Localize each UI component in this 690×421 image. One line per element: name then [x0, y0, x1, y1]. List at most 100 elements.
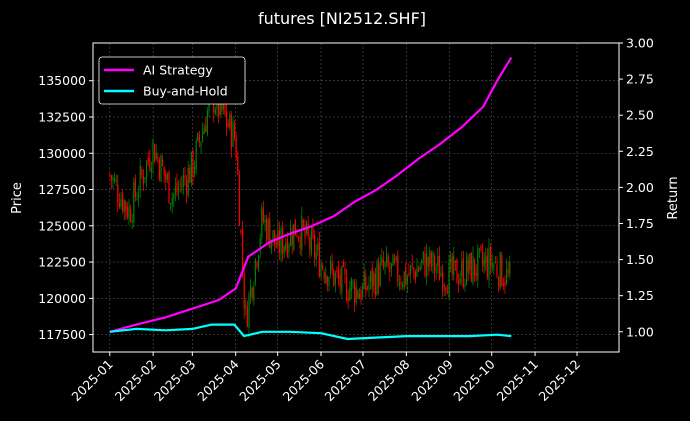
candle-body [238, 174, 240, 227]
candle-body [160, 155, 162, 182]
candle-body [280, 229, 282, 254]
candle-body [429, 250, 431, 264]
candle-body [110, 175, 112, 181]
candle-body [464, 284, 466, 287]
y-right-tick-label: 3.00 [626, 36, 654, 51]
x-tick-label: 2025-01 [68, 357, 116, 405]
candle-body [133, 181, 135, 223]
candle-body [168, 171, 170, 203]
candle-body [182, 175, 184, 187]
candle-body [344, 268, 346, 275]
candle-body [467, 259, 469, 273]
candle-body [145, 160, 148, 178]
candle-body [355, 286, 357, 303]
candle-body [155, 152, 157, 160]
candle-body [504, 281, 506, 287]
candle-body [441, 272, 444, 291]
candle-body [494, 262, 496, 264]
candle-body [113, 177, 116, 182]
candle-body [317, 244, 319, 251]
candle-body [161, 158, 164, 166]
candle-body [488, 247, 490, 280]
y-right-tick-label: 2.75 [626, 72, 654, 87]
y-axis-left-label: Price [10, 182, 25, 214]
y-left-tick-label: 127500 [38, 182, 86, 197]
candle-body [501, 255, 503, 287]
x-tick-label: 2025-05 [236, 357, 284, 405]
candle-body [398, 282, 400, 286]
candle-body [121, 194, 124, 212]
candle-body [123, 199, 125, 213]
candle-body [229, 113, 231, 129]
candle-body [245, 305, 247, 307]
legend-box [98, 56, 246, 105]
candle-body [147, 157, 149, 162]
candle-body [171, 197, 173, 205]
candle-body [390, 263, 392, 269]
candle-body [414, 271, 416, 281]
candle-body [387, 256, 389, 267]
candle-body [262, 208, 264, 222]
candle-body [185, 179, 188, 194]
candle-body [117, 184, 119, 203]
candle-body [291, 232, 293, 246]
candle-body [457, 281, 460, 286]
y-axis-right: 1.00 1.25 1.50 1.75 2.00 2.25 2.50 2.75 3.00 [619, 36, 654, 339]
candle-body [445, 287, 447, 291]
y-right-tick-label: 1.00 [626, 324, 654, 339]
plot-frame [92, 42, 620, 353]
series-lines [109, 56, 513, 341]
candle-body [430, 252, 432, 267]
candle-body [326, 276, 328, 286]
candle-body [409, 265, 412, 274]
candle-body [331, 262, 333, 270]
candle-body [440, 272, 442, 277]
candle-body [365, 275, 367, 292]
candle-body [393, 258, 396, 262]
candle-body [179, 183, 181, 185]
candle-body [286, 238, 288, 256]
candle-body [363, 271, 365, 289]
candle-body [472, 256, 474, 284]
candle-body [337, 269, 340, 279]
y-right-tick-label: 2.25 [626, 144, 654, 159]
candle-body [424, 253, 426, 277]
candle-body [177, 188, 180, 191]
y-left-tick-label: 130000 [38, 146, 86, 161]
candle-body [507, 271, 509, 273]
candle-body [254, 259, 256, 283]
candle-body [289, 228, 292, 246]
candle-body [443, 284, 445, 287]
candle-body [200, 142, 202, 147]
candle-body [486, 256, 488, 278]
candle-body [139, 165, 141, 192]
candle-body [203, 127, 205, 134]
candle-body [384, 262, 386, 267]
candles [109, 76, 511, 338]
candle-body [246, 306, 248, 327]
chart-title: futures [NI2512.SHF] [258, 9, 426, 28]
grid [93, 43, 619, 352]
candle-body [115, 180, 117, 182]
candle-body [408, 272, 410, 276]
candle-body [462, 258, 464, 287]
candle-body [301, 215, 303, 250]
candle-body [253, 286, 255, 301]
y-axis-right-label: Return [666, 176, 681, 219]
candle-body [131, 220, 133, 223]
candle-body [153, 144, 156, 163]
y-left-tick-label: 125000 [38, 218, 86, 233]
y-left-tick-label: 117500 [38, 327, 86, 342]
candle-body [315, 252, 317, 260]
candle-body [382, 259, 384, 268]
candle-body [481, 252, 484, 265]
candle-body [233, 124, 236, 139]
candle-body [257, 255, 260, 268]
candle-body [392, 254, 394, 266]
candle-body [453, 256, 455, 275]
candle-body [158, 159, 160, 179]
x-tick-label: 2025-06 [280, 356, 328, 404]
candle-body [310, 230, 312, 254]
candle-body [152, 140, 154, 166]
candle-body [270, 239, 272, 250]
